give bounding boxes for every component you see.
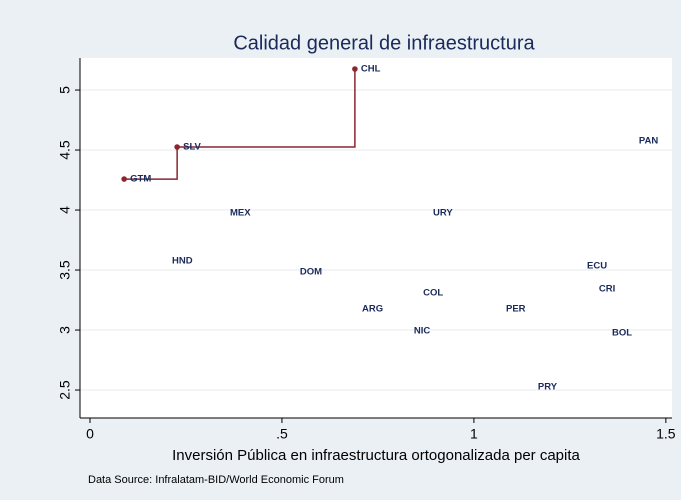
point-label: HND [172,256,193,267]
point [531,386,533,388]
point-label: DOM [300,267,322,278]
y-tick-label: 3.5 [57,260,73,280]
y-tick-label: 4.5 [57,140,73,160]
point-label: ARG [362,304,383,315]
chart-title: Calidad general de infraestructura [233,32,535,54]
y-tick-label: 5 [57,86,73,94]
point [580,265,582,267]
point-label: URY [433,208,453,219]
point-label: PAN [639,136,658,147]
x-tick-label: 0 [86,426,94,442]
point-label: CRI [599,284,615,295]
point [293,271,295,273]
point-label: ECU [587,261,607,272]
note: Data Source: Infralatam-BID/World Econom… [88,474,344,486]
plot-area [80,58,672,418]
point-label: NIC [414,326,431,337]
point [605,332,607,334]
x-tick-label: 1 [470,426,478,442]
point [352,66,358,72]
y-tick-label: 2.5 [57,380,73,400]
y-tick-label: 3 [57,326,73,334]
point [592,288,594,290]
point-label: PRY [538,382,558,393]
point [407,330,409,332]
point [174,144,180,150]
point [223,212,225,214]
x-tick-label: .5 [276,426,288,442]
point [165,260,167,262]
point [426,212,428,214]
point-label: COL [423,288,443,299]
point-label: MEX [230,208,251,219]
x-axis-label: Inversión Pública en infraestructura ort… [172,447,580,464]
point [416,292,418,294]
point-label: BOL [612,328,632,339]
point [499,308,501,310]
point-label: SLV [183,142,201,153]
point-label: GTM [130,174,151,185]
point [632,140,634,142]
point-label: CHL [361,64,381,75]
x-tick-label: 1.5 [656,426,676,442]
y-tick-label: 4 [57,206,73,214]
point-label: PER [506,304,526,315]
point [355,308,357,310]
point [121,176,127,182]
